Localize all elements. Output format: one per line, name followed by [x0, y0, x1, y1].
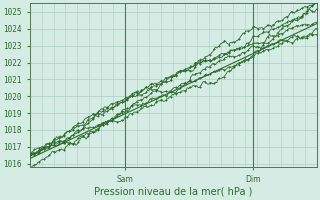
X-axis label: Pression niveau de la mer( hPa ): Pression niveau de la mer( hPa ): [94, 187, 252, 197]
